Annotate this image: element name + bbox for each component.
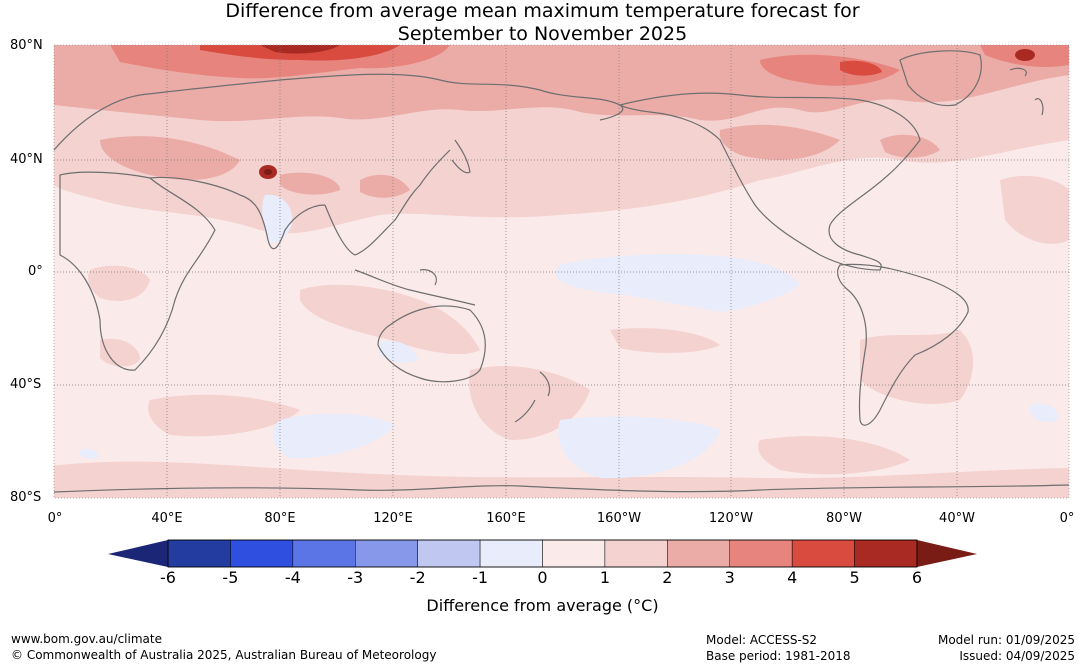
colorbar-box <box>167 539 231 568</box>
lat-label-80s: 80°S <box>10 490 42 505</box>
colorbar-tick-label: 6 <box>911 568 923 587</box>
colorbar-box <box>230 539 294 568</box>
colorbar-tick-label: 2 <box>662 568 673 587</box>
map-frame <box>53 44 1070 499</box>
lat-label-80n: 80°N <box>10 38 43 53</box>
colorbar-tick-label: 3 <box>724 568 735 587</box>
lon-label-40e: 40°E <box>151 511 183 526</box>
lat-label-equator: 0° <box>28 264 43 279</box>
copyright-text: © Commonwealth of Australia 2025, Austra… <box>11 648 437 662</box>
colorbar-over-arrow <box>917 540 977 567</box>
colorbar-tick-label: -1 <box>472 568 489 587</box>
colorbar-box <box>729 539 793 568</box>
lon-label-0-east: 0° <box>1059 511 1075 526</box>
colorbar-tick-label: 1 <box>599 568 610 587</box>
colorbar-outline <box>167 539 918 568</box>
map-title: Difference from average mean maximum tem… <box>0 0 1085 46</box>
footer-middle: Model: ACCESS-S2 Base period: 1981-2018 <box>706 632 851 664</box>
colorbar-boxes <box>167 539 918 568</box>
colorbar-tick-label: -2 <box>409 568 426 587</box>
colorbar-label: Difference from average (°C) <box>426 596 659 615</box>
colorbar-box <box>479 539 543 568</box>
footer-right: Model run: 01/09/2025 Issued: 04/09/2025 <box>938 632 1075 664</box>
footer-left: www.bom.gov.au/climate © Commonwealth of… <box>11 631 436 663</box>
colorbar-tick-label: -4 <box>284 568 301 587</box>
lon-label-80w: 80°W <box>826 511 862 526</box>
colorbar-tick-label: -5 <box>222 568 239 587</box>
model-text: Model: ACCESS-S2 <box>706 633 818 647</box>
colorbar-tick-label: 0 <box>537 568 548 587</box>
colorbar-tick-label: -3 <box>347 568 364 587</box>
colorbar-box <box>292 539 356 568</box>
colorbar-box <box>604 539 668 568</box>
lon-label-160w: 160°W <box>596 511 642 526</box>
colorbar-box <box>542 539 606 568</box>
lon-label-120w: 120°W <box>708 511 754 526</box>
colorbar-box <box>667 539 730 568</box>
title-line-1: Difference from average mean maximum tem… <box>225 0 860 22</box>
colorbar-box <box>791 539 855 568</box>
anomaly-over-6-region <box>264 169 272 175</box>
website-link[interactable]: www.bom.gov.au/climate <box>11 632 162 646</box>
lat-label-40s: 40°S <box>10 377 42 392</box>
title-line-2: September to November 2025 <box>397 23 688 45</box>
lon-label-0-west: 0° <box>47 511 63 526</box>
colorbar-tick-label: -6 <box>160 568 176 587</box>
lat-label-40n: 40°N <box>10 152 43 167</box>
coastlines <box>53 50 1070 493</box>
colorbar-box <box>854 539 918 568</box>
lon-label-120e: 120°E <box>373 511 413 526</box>
issued-text: Issued: 04/09/2025 <box>959 649 1075 663</box>
lon-label-80e: 80°E <box>264 511 296 526</box>
lon-label-160e: 160°E <box>486 511 526 526</box>
base-period-text: Base period: 1981-2018 <box>706 649 851 663</box>
colorbar-tick-label: 5 <box>849 568 860 587</box>
colorbar-under-arrow <box>108 540 168 567</box>
colorbar-tick-label: 4 <box>787 568 798 587</box>
colorbar-box <box>417 539 481 568</box>
lon-label-40w: 40°W <box>939 511 975 526</box>
model-run-text: Model run: 01/09/2025 <box>937 633 1075 647</box>
colorbar-box <box>355 539 418 568</box>
gridlines <box>54 45 1069 498</box>
